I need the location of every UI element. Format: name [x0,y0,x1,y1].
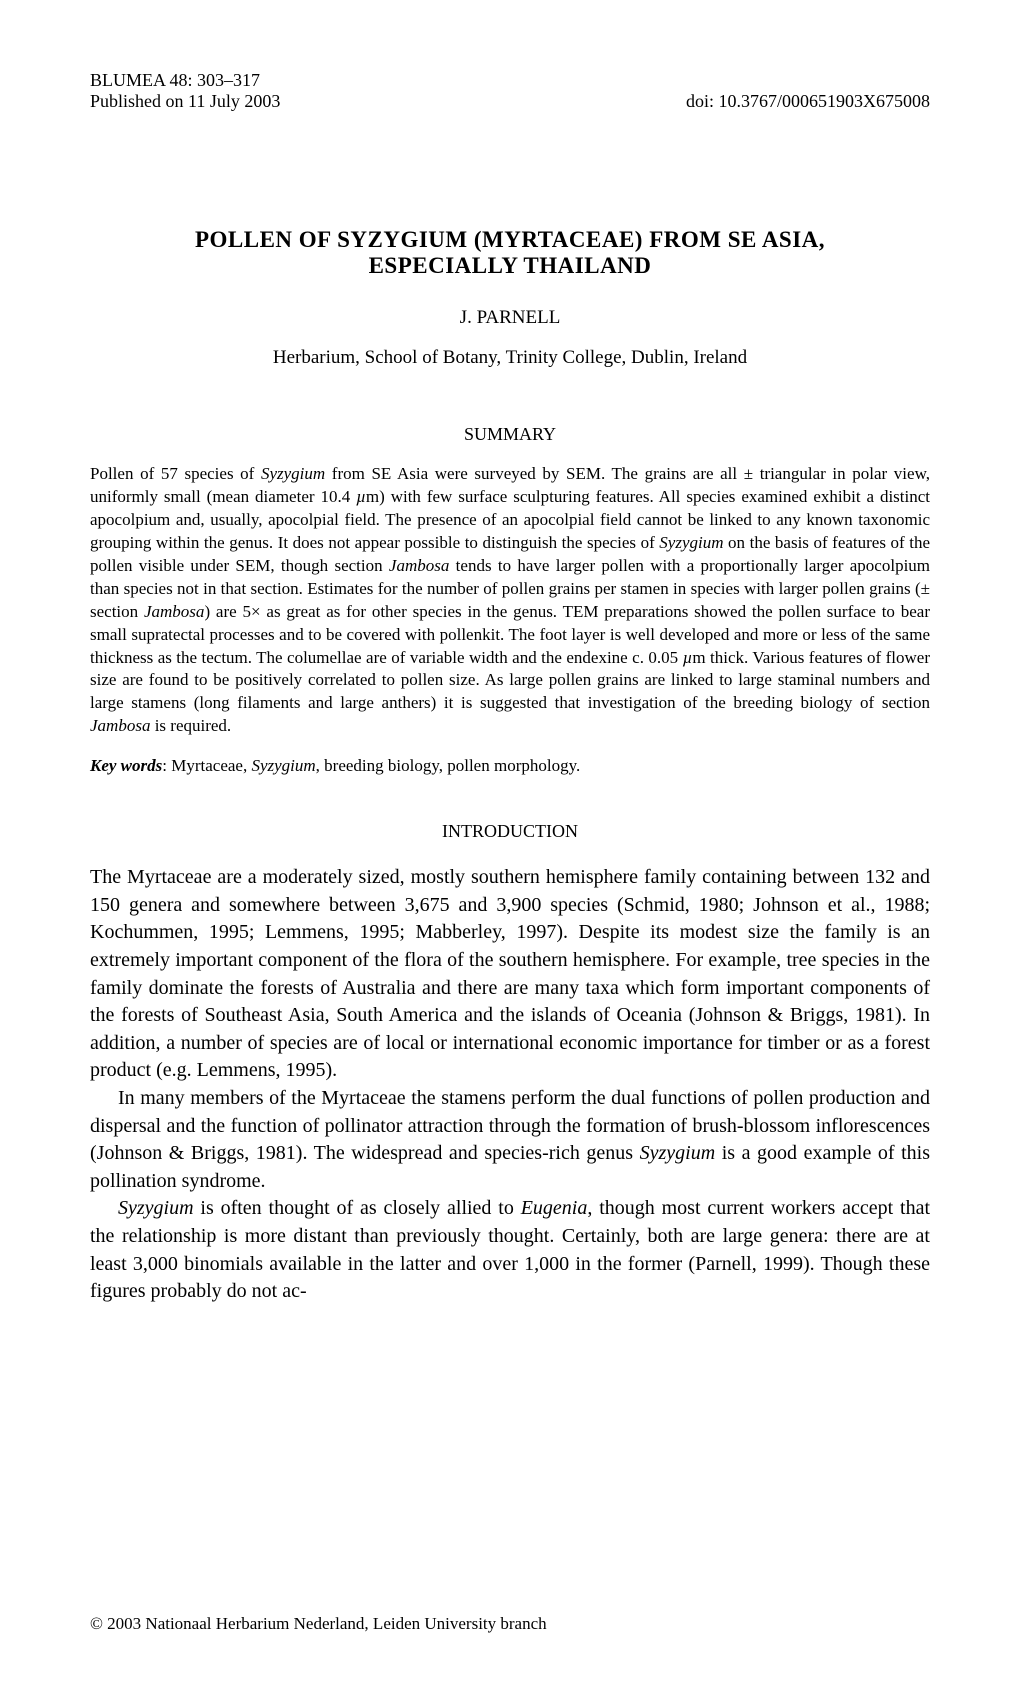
page-header: BLUMEA 48: 303–317 Published on 11 July … [90,70,930,112]
published-date: Published on 11 July 2003 [90,91,280,112]
doi: doi: 10.3767/000651903X675008 [686,91,930,112]
intro-paragraph-2: In many members of the Myrtaceae the sta… [90,1085,930,1195]
intro-paragraph-1: The Myrtaceae are a moderately sized, mo… [90,864,930,1085]
header-right: doi: 10.3767/000651903X675008 [686,70,930,112]
header-left: BLUMEA 48: 303–317 Published on 11 July … [90,70,280,112]
title-line-1: POLLEN OF SYZYGIUM (MYRTACEAE) FROM SE A… [90,227,930,253]
copyright-footer: © 2003 Nationaal Herbarium Nederland, Le… [90,1614,547,1634]
article-title: POLLEN OF SYZYGIUM (MYRTACEAE) FROM SE A… [90,227,930,279]
introduction-heading: INTRODUCTION [90,821,930,842]
summary-paragraph: Pollen of 57 species of Syzygium from SE… [90,463,930,738]
keywords-label: Key words [90,756,162,775]
title-line-2: ESPECIALLY THAILAND [90,253,930,279]
author-name: J. PARNELL [90,307,930,329]
keywords: Key words: Myrtaceae, Syzygium, breeding… [90,756,930,776]
intro-paragraph-3: Syzygium is often thought of as closely … [90,1195,930,1305]
author-affiliation: Herbarium, School of Botany, Trinity Col… [90,347,930,369]
summary-heading: SUMMARY [90,424,930,445]
journal-reference: BLUMEA 48: 303–317 [90,70,280,91]
